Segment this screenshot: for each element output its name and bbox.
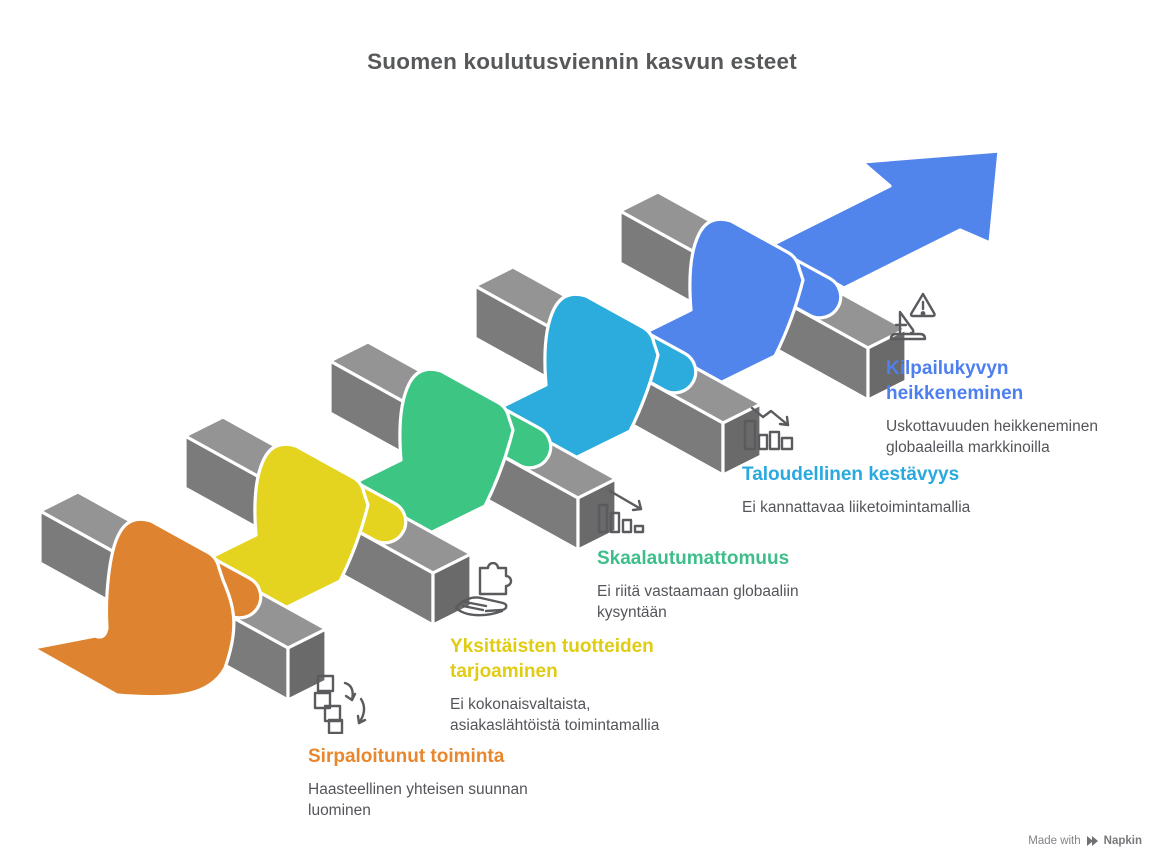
step-description: Haasteellinen yhteisen suunnan luominen xyxy=(308,781,528,819)
step-title: Sirpaloitunut toiminta xyxy=(308,746,505,767)
step-title: Taloudellinen kestävyys xyxy=(742,464,960,485)
step-block-3: Skaalautumattomuus Ei riitä vastaamaan g… xyxy=(597,488,829,623)
step-description: Ei kannattavaa liiketoimintamallia xyxy=(742,499,971,516)
step-description: Ei kokonaisvaltaista, asiakaslähtöistä t… xyxy=(450,696,660,734)
competition-risk-icon xyxy=(889,292,936,341)
step-title: Yksittäisten tuotteiden tarjoaminen xyxy=(450,636,654,682)
hand-puzzle-icon xyxy=(454,562,513,617)
step-description: Ei riitä vastaamaan globaaliin kysyntään xyxy=(597,583,799,621)
ribbon-arrow xyxy=(768,149,1001,290)
step-title: Skaalautumattomuus xyxy=(597,548,790,569)
step-description: Uskottavuuden heikkeneminen globaaleilla… xyxy=(886,418,1098,456)
page-title: Suomen koulutusviennin kasvun esteet xyxy=(367,49,797,74)
fragmentation-icon xyxy=(313,674,367,734)
step-title: Kilpailukyvyn heikkeneminen xyxy=(886,358,1024,404)
made-with-label: Made with xyxy=(1028,835,1081,847)
brand-label: Napkin xyxy=(1103,835,1142,847)
napkin-logo-icon xyxy=(1086,836,1098,846)
step-block-1: Sirpaloitunut toiminta Haasteellinen yht… xyxy=(308,674,540,821)
made-with-napkin-watermark: Made with Napkin xyxy=(1028,835,1142,847)
step-block-5: Kilpailukyvyn heikkeneminen Uskottavuude… xyxy=(886,290,1118,458)
step-block-2: Yksittäisten tuotteiden tarjoaminen Ei k… xyxy=(450,562,682,736)
step-block-4: Taloudellinen kestävyys Ei kannattavaa l… xyxy=(742,403,992,519)
declining-trend-icon xyxy=(743,406,794,451)
declining-bars-icon xyxy=(597,489,645,534)
